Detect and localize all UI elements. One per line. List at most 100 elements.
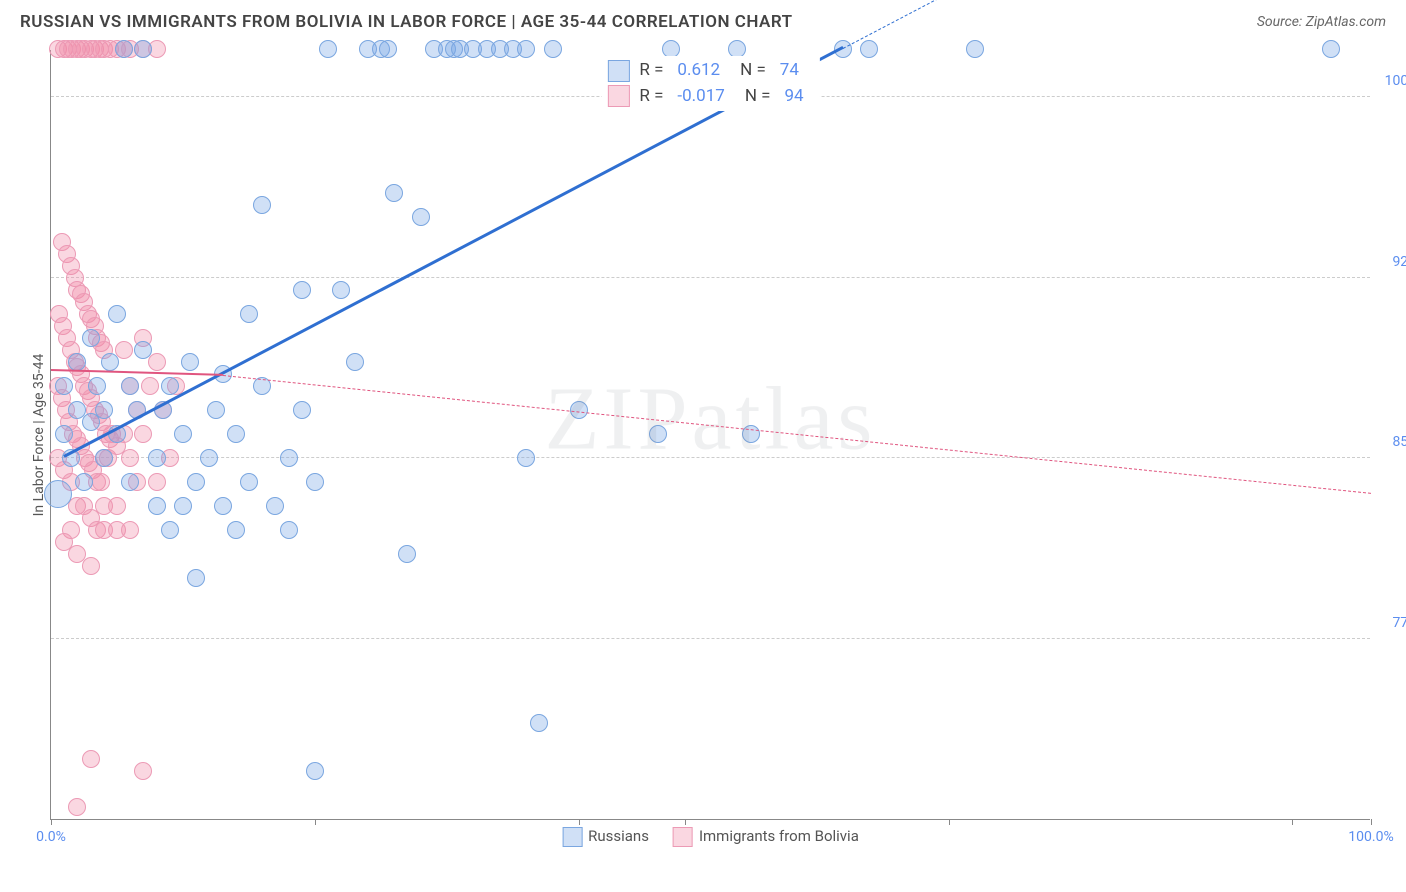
- data-point: [148, 497, 166, 515]
- data-point: [121, 521, 139, 539]
- data-point: [88, 377, 106, 395]
- gridline: [51, 457, 1370, 458]
- x-tick: [949, 819, 950, 825]
- r-label: R =: [639, 58, 663, 84]
- data-point: [161, 377, 179, 395]
- data-point: [82, 750, 100, 768]
- data-point: [530, 714, 548, 732]
- y-tick-label: 100.0%: [1385, 73, 1406, 89]
- data-point: [55, 377, 73, 395]
- data-point: [141, 377, 159, 395]
- data-point: [293, 281, 311, 299]
- data-point: [134, 341, 152, 359]
- data-point: [174, 425, 192, 443]
- data-point: [966, 40, 984, 58]
- x-tick-label: 100.0%: [1348, 829, 1393, 845]
- x-tick-label: 0.0%: [36, 829, 66, 845]
- data-point: [207, 401, 225, 419]
- source-prefix: Source:: [1257, 14, 1306, 30]
- header: RUSSIAN VS IMMIGRANTS FROM BOLIVIA IN LA…: [0, 0, 1406, 40]
- data-point: [75, 473, 93, 491]
- legend-swatch: [607, 85, 629, 107]
- data-point: [174, 497, 192, 515]
- data-point: [148, 449, 166, 467]
- n-label: N =: [745, 84, 771, 110]
- x-tick: [1371, 819, 1372, 825]
- legend-label: Russians: [588, 827, 649, 845]
- data-point: [55, 533, 73, 551]
- plot-area: ZIPatlas In Labor Force | Age 35-44 R =0…: [50, 50, 1370, 820]
- data-point: [101, 353, 119, 371]
- trend-line-extension: [223, 375, 1371, 494]
- data-point: [134, 762, 152, 780]
- data-point: [1322, 40, 1340, 58]
- data-point: [115, 40, 133, 58]
- n-value: 74: [780, 58, 799, 84]
- x-tick: [1292, 819, 1293, 825]
- data-point: [306, 473, 324, 491]
- n-value: 94: [785, 84, 804, 110]
- data-point: [121, 377, 139, 395]
- chart-container: ZIPatlas In Labor Force | Age 35-44 R =0…: [20, 40, 1386, 860]
- data-point: [293, 401, 311, 419]
- data-point: [200, 449, 218, 467]
- data-point: [412, 208, 430, 226]
- data-point: [346, 353, 364, 371]
- y-tick-label: 77.5%: [1392, 615, 1406, 631]
- y-tick-label: 85.0%: [1392, 434, 1406, 450]
- series-legend: Russians Immigrants from Bolivia: [562, 827, 859, 847]
- data-point: [161, 521, 179, 539]
- legend-label: Immigrants from Bolivia: [699, 827, 859, 845]
- data-point: [544, 40, 562, 58]
- data-point: [385, 184, 403, 202]
- legend-swatch: [673, 827, 693, 847]
- legend-swatch: [562, 827, 582, 847]
- data-point: [860, 40, 878, 58]
- data-point: [108, 305, 126, 323]
- source-name: ZipAtlas.com: [1306, 14, 1386, 30]
- data-point: [280, 449, 298, 467]
- data-point: [240, 305, 258, 323]
- legend-swatch: [607, 60, 629, 82]
- data-point: [517, 449, 535, 467]
- data-point: [95, 449, 113, 467]
- data-point: [332, 281, 350, 299]
- data-point: [134, 425, 152, 443]
- legend-row: R = -0.017 N = 94: [607, 84, 813, 110]
- data-point: [227, 425, 245, 443]
- data-point: [82, 329, 100, 347]
- data-point: [319, 40, 337, 58]
- data-point: [379, 40, 397, 58]
- data-point: [306, 762, 324, 780]
- r-value: -0.017: [677, 84, 724, 110]
- data-point: [68, 353, 86, 371]
- data-point: [95, 401, 113, 419]
- data-point: [187, 473, 205, 491]
- legend-item: Russians: [562, 827, 649, 847]
- data-point: [68, 798, 86, 816]
- x-tick: [315, 819, 316, 825]
- data-point: [92, 473, 110, 491]
- x-tick: [579, 819, 580, 825]
- watermark: ZIPatlas: [545, 368, 877, 471]
- y-tick-label: 92.5%: [1392, 254, 1406, 270]
- data-point: [253, 196, 271, 214]
- data-point: [44, 480, 72, 508]
- data-point: [517, 40, 535, 58]
- gridline: [51, 277, 1370, 278]
- source-attribution: Source: ZipAtlas.com: [1257, 14, 1386, 30]
- data-point: [121, 449, 139, 467]
- data-point: [240, 473, 258, 491]
- data-point: [134, 40, 152, 58]
- gridline: [51, 638, 1370, 639]
- data-point: [148, 473, 166, 491]
- data-point: [649, 425, 667, 443]
- data-point: [398, 545, 416, 563]
- data-point: [266, 497, 284, 515]
- x-tick: [51, 819, 52, 825]
- data-point: [187, 569, 205, 587]
- chart-title: RUSSIAN VS IMMIGRANTS FROM BOLIVIA IN LA…: [20, 12, 793, 32]
- n-label: N =: [740, 58, 766, 84]
- r-label: R =: [639, 84, 663, 110]
- legend-item: Immigrants from Bolivia: [673, 827, 859, 847]
